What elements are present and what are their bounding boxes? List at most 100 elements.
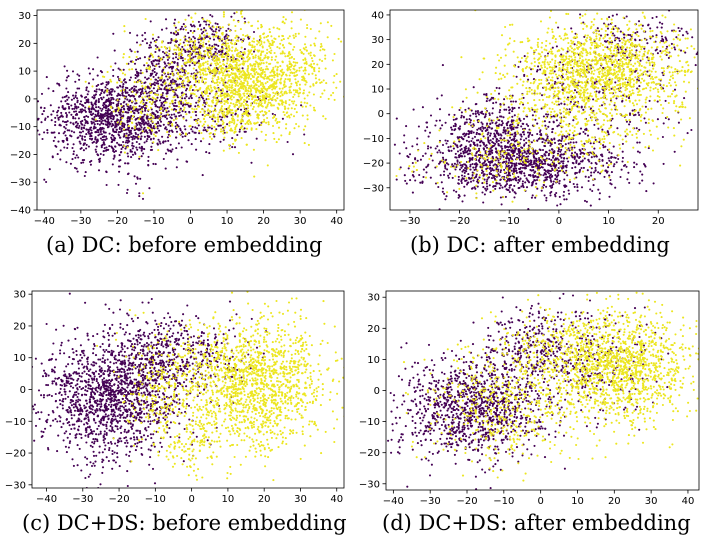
data-point xyxy=(304,57,307,60)
data-point xyxy=(523,133,526,136)
data-point xyxy=(63,65,66,68)
data-point xyxy=(165,64,168,67)
data-point xyxy=(419,181,422,184)
data-point xyxy=(57,140,60,143)
data-point xyxy=(299,18,302,21)
data-point xyxy=(267,77,270,80)
data-point xyxy=(135,55,138,59)
data-point xyxy=(148,124,151,127)
data-point xyxy=(105,171,108,174)
data-point xyxy=(125,62,128,65)
data-point xyxy=(427,163,430,166)
data-point xyxy=(174,110,178,113)
data-point xyxy=(228,124,231,127)
data-point xyxy=(281,43,285,47)
data-point xyxy=(60,111,63,114)
data-point xyxy=(304,69,307,72)
data-point xyxy=(525,141,528,144)
data-point xyxy=(181,132,185,135)
data-point xyxy=(220,71,223,74)
data-point xyxy=(248,57,251,61)
data-point xyxy=(234,76,237,79)
data-point xyxy=(304,125,307,128)
data-point xyxy=(638,151,641,154)
data-point xyxy=(269,62,272,65)
data-point xyxy=(557,139,560,142)
data-point xyxy=(39,106,43,109)
data-point xyxy=(243,79,246,82)
data-point xyxy=(136,34,139,37)
data-point xyxy=(459,164,462,167)
data-point xyxy=(252,55,255,58)
data-point xyxy=(608,151,611,154)
data-point xyxy=(187,31,190,34)
data-point xyxy=(510,169,513,172)
data-point xyxy=(550,158,553,162)
data-point xyxy=(126,152,129,155)
data-point xyxy=(152,60,155,63)
data-point xyxy=(270,44,273,47)
data-point xyxy=(464,149,467,152)
data-point xyxy=(217,66,220,69)
data-point xyxy=(177,47,180,50)
data-point xyxy=(65,123,68,126)
data-point xyxy=(399,166,402,169)
data-point xyxy=(193,47,196,50)
data-point xyxy=(64,134,67,137)
data-point xyxy=(246,92,249,95)
data-point xyxy=(531,194,534,197)
data-point xyxy=(170,150,173,153)
data-point xyxy=(189,61,192,64)
data-point xyxy=(83,116,86,119)
data-point xyxy=(38,133,41,136)
data-point xyxy=(330,94,333,97)
data-point xyxy=(191,125,194,128)
data-point xyxy=(113,90,116,93)
data-point xyxy=(134,93,137,96)
data-point xyxy=(494,185,497,188)
data-point xyxy=(230,113,233,117)
data-point xyxy=(236,114,239,117)
data-point xyxy=(229,79,232,82)
data-point xyxy=(139,118,143,121)
data-point xyxy=(139,128,142,131)
data-point xyxy=(257,75,260,78)
data-point xyxy=(138,146,141,149)
data-point xyxy=(125,134,128,137)
data-point xyxy=(144,109,147,112)
data-point xyxy=(65,161,68,164)
data-point xyxy=(154,163,157,166)
data-point xyxy=(171,123,174,126)
data-point xyxy=(568,192,571,195)
data-point xyxy=(270,56,273,59)
data-point xyxy=(185,95,188,98)
data-point xyxy=(536,176,540,179)
data-point xyxy=(143,135,146,138)
data-point xyxy=(595,162,598,166)
data-point xyxy=(475,175,478,178)
data-point xyxy=(240,102,243,105)
data-point xyxy=(83,135,86,138)
data-point xyxy=(73,110,76,113)
data-point xyxy=(272,40,276,43)
data-point xyxy=(184,128,187,131)
data-point xyxy=(161,84,164,87)
data-point xyxy=(546,135,549,138)
data-point xyxy=(598,141,601,144)
data-point xyxy=(532,155,535,158)
data-point xyxy=(215,64,218,67)
data-point xyxy=(205,88,208,91)
data-point xyxy=(139,101,142,104)
data-point xyxy=(149,82,152,85)
data-point xyxy=(193,83,196,87)
data-point xyxy=(170,108,173,111)
data-point xyxy=(290,82,293,85)
data-point xyxy=(179,99,182,102)
data-point xyxy=(114,145,117,148)
data-point xyxy=(408,153,412,156)
data-point xyxy=(621,150,624,153)
data-point xyxy=(116,81,119,84)
data-point xyxy=(216,78,219,81)
data-point xyxy=(188,44,192,47)
data-point xyxy=(162,157,165,161)
